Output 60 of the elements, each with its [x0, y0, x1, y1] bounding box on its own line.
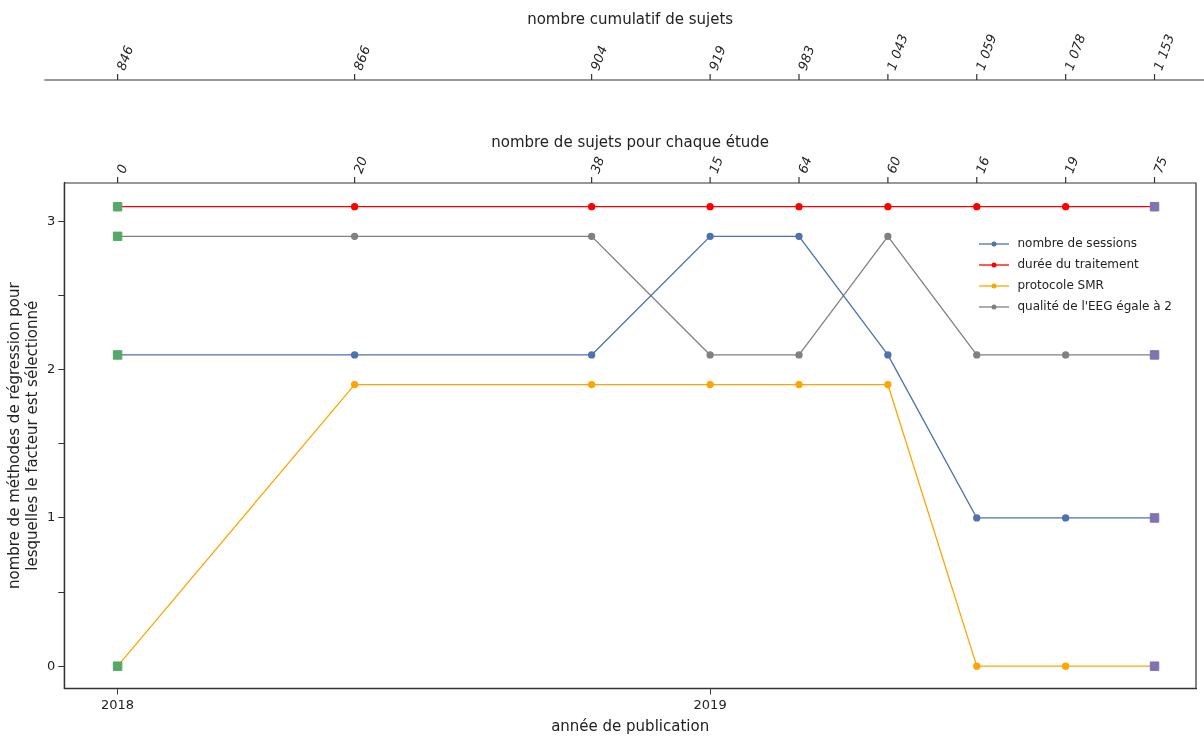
text: 919 [706, 43, 729, 73]
text: 16 [972, 154, 993, 176]
point [706, 203, 714, 211]
point [1061, 203, 1070, 211]
text: 19 [1061, 154, 1082, 176]
point [884, 232, 892, 241]
text: 904 [587, 43, 611, 73]
text: nombre cumulatif de sujets [527, 9, 734, 28]
text: 64 [794, 154, 815, 176]
point [973, 662, 981, 670]
y-axis-title: nombre de méthodes de régression pour lesquelles le facteur est sélectionné [4, 281, 41, 590]
point [1061, 351, 1070, 359]
text: 60 [883, 154, 904, 176]
text: 1 078 [1061, 32, 1089, 73]
point [350, 351, 359, 359]
y-tick-label: 0 [46, 657, 56, 673]
point [706, 232, 714, 241]
legend-label: qualité de l'EEG égale à 2 [1017, 298, 1172, 315]
x-tick-label: 2019 [693, 696, 727, 712]
x-axis-title: année de publication [551, 716, 710, 735]
point [973, 351, 981, 359]
point [884, 380, 892, 389]
x2-axis-title: nombre de sujets pour chaque étude [491, 132, 770, 151]
point [884, 351, 892, 359]
text: 1 059 [972, 32, 1000, 73]
point [884, 203, 892, 211]
point [795, 203, 803, 211]
point [587, 380, 596, 389]
point [587, 232, 596, 241]
y-tick-label: 2 [46, 361, 56, 377]
y-tick-label: 3 [46, 212, 56, 228]
text: 866 [350, 43, 374, 73]
text: 20 [350, 154, 371, 176]
point [795, 380, 803, 389]
point [350, 380, 359, 389]
point [350, 232, 359, 241]
legend-label: protocole SMR [1017, 277, 1104, 294]
text: 38 [587, 154, 608, 176]
text: 1 153 [1150, 32, 1178, 73]
legend-label: durée du traitement [1017, 256, 1139, 273]
text: 846 [113, 43, 137, 73]
point [706, 351, 714, 359]
point [973, 514, 981, 522]
point [350, 203, 359, 211]
point [795, 232, 803, 241]
point [795, 351, 803, 359]
point [587, 351, 596, 359]
point [587, 203, 596, 211]
text: 75 [1150, 154, 1171, 176]
text: 0 [113, 162, 131, 176]
y-tick-label: 1 [46, 509, 56, 525]
text: 983 [794, 43, 818, 73]
text: 1 043 [883, 32, 911, 73]
text: 15 [706, 154, 726, 176]
point [1061, 514, 1070, 522]
point [706, 380, 714, 389]
x-tick-label: 2018 [101, 696, 135, 712]
legend-label: nombre de sessions [1017, 235, 1138, 252]
point [1061, 662, 1070, 670]
point [973, 203, 981, 211]
